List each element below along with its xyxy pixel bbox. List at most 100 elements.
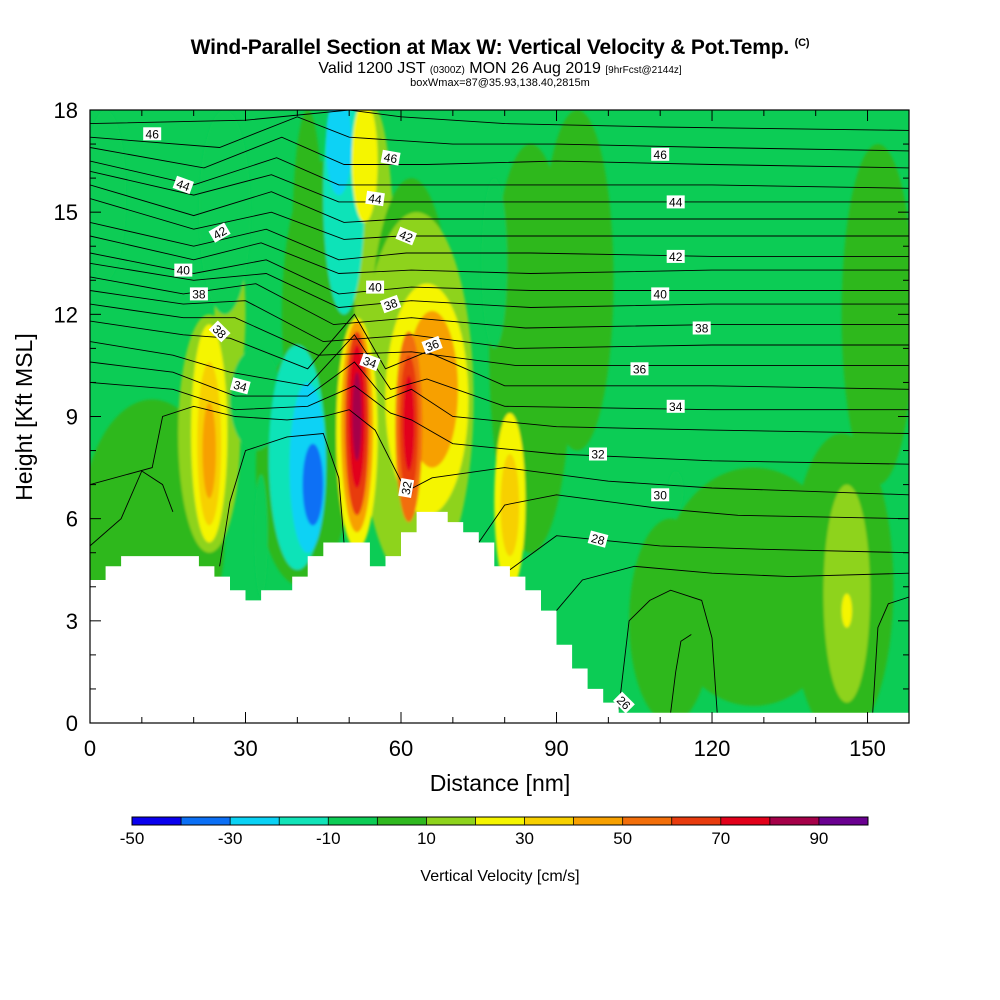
contour-label-bg [229, 377, 251, 395]
contour-label: 36 [630, 362, 649, 376]
theta-contour-line [90, 198, 909, 240]
contour-label-text: 36 [633, 362, 647, 376]
contour-label: 26 [612, 691, 635, 714]
contour-label: 40 [174, 263, 193, 278]
box-info: boxWmax=87@35.93,138.40,2815m [410, 77, 590, 89]
velocity-region [198, 110, 251, 315]
theta-contour-line [90, 381, 909, 465]
contour-label-text: 38 [382, 296, 400, 314]
contour-label: 34 [666, 399, 685, 414]
contour-label-bg [692, 321, 711, 335]
contour-label: 38 [692, 321, 711, 336]
valid-date: MON 26 Aug 2019 [469, 60, 601, 77]
x-tick-label: 60 [389, 736, 413, 761]
contour-label-text: 42 [669, 250, 683, 264]
velocity-region [667, 470, 684, 512]
contour-label-bg [359, 352, 381, 372]
y-tick-label: 12 [54, 302, 78, 327]
contour-label-bg [366, 280, 385, 294]
contour-label: 34 [229, 377, 251, 395]
contour-label-text: 44 [367, 191, 382, 207]
theta-contour-line [90, 290, 909, 349]
y-tick-label: 9 [66, 405, 78, 430]
y-tick-label: 18 [54, 98, 78, 123]
contour-label: 46 [143, 127, 162, 141]
contour-label-text: 36 [424, 336, 442, 354]
contour-label-bg [379, 294, 402, 314]
y-tick-label: 15 [54, 200, 78, 225]
theta-contour-line [90, 184, 909, 223]
colorbar-swatch [328, 817, 378, 825]
theta-contour-line [90, 235, 909, 274]
contour-label-bg [587, 530, 609, 548]
colorbar-swatch [671, 817, 721, 825]
contour-label-bg [651, 287, 670, 301]
colorbar-tick-label: -30 [218, 829, 243, 848]
colorbar-swatch [818, 817, 868, 825]
contour-label: 44 [365, 190, 385, 207]
theta-contour-line [872, 596, 909, 713]
y-tick-label: 0 [66, 711, 78, 736]
theta-contour-line [478, 494, 909, 543]
x-tick-label: 30 [233, 736, 257, 761]
contour-label-bg [395, 226, 417, 246]
theta-contour-line [90, 157, 909, 189]
x-tick-label: 90 [544, 736, 568, 761]
contour-label-text: 34 [232, 378, 249, 395]
contour-label-text: 42 [397, 227, 415, 245]
contour-label-text: 32 [591, 448, 605, 462]
contour-label: 44 [172, 175, 194, 194]
contour-label-bg [208, 222, 231, 243]
contour-label-text: 42 [211, 223, 230, 242]
contour-label-text: 46 [146, 127, 160, 141]
contour-label-text: 46 [654, 148, 668, 162]
terrain-layer [90, 511, 909, 723]
contour-label: 32 [398, 478, 415, 498]
contour-label-bg [666, 399, 685, 413]
colorbar-tick-label: 90 [809, 829, 828, 848]
contour-label: 44 [666, 195, 685, 209]
contour-label-text: 40 [368, 281, 382, 295]
contour-label-bg [421, 335, 443, 355]
velocity-region [629, 518, 713, 723]
theta-contour-line [90, 361, 909, 434]
velocity-region [481, 178, 508, 349]
velocity-region [302, 443, 324, 526]
contour-label-text: 32 [399, 480, 415, 496]
colorbar-tick-label: -10 [316, 829, 341, 848]
colorbar-swatch [622, 817, 672, 825]
y-tick-label: 6 [66, 507, 78, 532]
contour-label-text: 30 [654, 488, 668, 502]
velocity-region [500, 453, 520, 557]
colorbar-tick-label: 50 [613, 829, 632, 848]
contour-label: 46 [651, 147, 670, 162]
colorbar-swatch [377, 817, 427, 825]
x-tick-label: 0 [84, 736, 96, 761]
chart-subtitle: Valid 1200 JST (0300Z) MON 26 Aug 2019 [… [0, 60, 1000, 78]
theta-contour-line [90, 470, 174, 547]
contour-label-text: 38 [192, 287, 206, 301]
velocity-region [841, 593, 852, 628]
contour-label: 36 [421, 335, 443, 355]
velocity-region [325, 110, 352, 196]
contour-label: 30 [651, 488, 670, 502]
contour-label: 42 [666, 249, 685, 264]
colorbar-swatch [524, 817, 574, 825]
colorbar-tick-label: 10 [417, 829, 436, 848]
colorbar-swatch [230, 817, 280, 825]
colorbar-swatch [181, 817, 231, 825]
x-tick-label: 150 [849, 736, 886, 761]
contour-label: 32 [589, 447, 607, 462]
contour-label-text: 28 [590, 531, 607, 548]
terrain-mask [90, 511, 909, 723]
velocity-region [229, 348, 282, 451]
contour-label-bg [651, 488, 670, 502]
contour-label-bg [666, 195, 685, 209]
contour-label-bg [630, 362, 649, 376]
velocity-region [403, 375, 415, 471]
contour-label-bg [143, 127, 162, 141]
colorbar-swatch [426, 817, 476, 825]
